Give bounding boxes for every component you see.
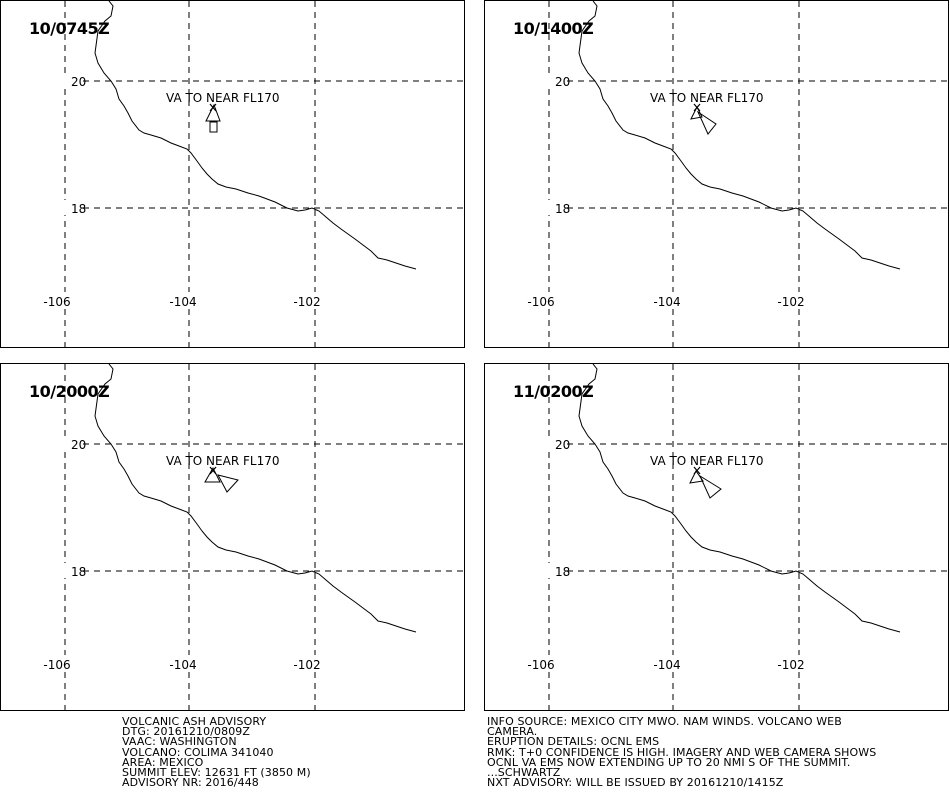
panel-valid-time: 10/2000Z <box>29 382 110 401</box>
longitude-label-bg <box>167 655 211 672</box>
latitude-label-bg <box>63 436 83 451</box>
advisory-line: ERUPTION DETAILS: OCNL EMS <box>487 735 660 749</box>
advisory-line: DTG: 20161210/0809Z <box>122 725 251 739</box>
advisory-line: INFO SOURCE: MEXICO CITY MWO. NAM WINDS.… <box>487 715 842 728</box>
advisory-line: VOLCANIC ASH ADVISORY <box>122 715 267 728</box>
advisory-line: OCNL VA EMS NOW EXTENDING UP TO 20 NMI S… <box>487 755 851 769</box>
advisory-line: ADVISORY NR: 2016/448 <box>122 776 259 790</box>
advisory-line: AREA: MEXICO <box>122 755 204 769</box>
flight-level-label: VA TO NEAR FL170 <box>650 91 763 105</box>
coastline <box>578 364 901 633</box>
forecast-panel-2: 20 18 -106 -104 -102 VA TO NEAR FL170 10/1400Z <box>484 0 949 348</box>
longitude-label: -106 <box>527 658 554 672</box>
longitude-label: -102 <box>293 658 320 672</box>
longitude-label-bg <box>651 292 695 309</box>
latitude-label-bg <box>547 563 567 578</box>
longitude-label: -104 <box>169 295 196 309</box>
latitude-label-bg <box>63 563 83 578</box>
coastline <box>578 1 901 270</box>
longitude-label: -104 <box>653 658 680 672</box>
ash-plume-polygon <box>690 105 703 120</box>
latitude-label: 20 <box>555 438 570 452</box>
latitude-label: 18 <box>555 565 570 579</box>
longitude-label-bg <box>651 655 695 672</box>
latitude-label-bg <box>63 73 83 88</box>
longitude-label: -106 <box>43 658 70 672</box>
panel-valid-time: 11/0200Z <box>513 382 594 401</box>
flight-level-label: VA TO NEAR FL170 <box>166 454 279 468</box>
latitude-label: 18 <box>71 202 86 216</box>
advisory-line: SUMMIT ELEV: 12631 FT (3850 M) <box>122 765 311 779</box>
latitude-label-bg <box>547 436 567 451</box>
longitude-label: -106 <box>527 295 554 309</box>
advisory-line: RMK: T+0 CONFIDENCE IS HIGH. IMAGERY AND… <box>487 745 877 759</box>
longitude-label-bg <box>775 292 819 309</box>
latitude-label: 20 <box>71 75 86 89</box>
longitude-label-bg <box>41 292 85 309</box>
advisory-text-left: VOLCANIC ASH ADVISORY DTG: 20161210/0809Z… <box>122 715 311 790</box>
longitude-label: -104 <box>169 658 196 672</box>
longitude-label-bg <box>291 655 335 672</box>
latitude-label: 18 <box>555 202 570 216</box>
advisory-line: VOLCANO: COLIMA 341040 <box>122 745 274 759</box>
longitude-label: -102 <box>777 658 804 672</box>
map-canvas: 20 18 -106 -104 -102 VA TO NEAR FL170 <box>525 364 948 710</box>
advisory-text-right: INFO SOURCE: MEXICO CITY MWO. NAM WINDS.… <box>487 715 877 790</box>
coastline <box>94 1 417 270</box>
forecast-panel-1: 20 18 -106 -104 -102 VA TO NEAR FL170 10/0745Z <box>0 0 465 348</box>
advisory-line: VAAC: WASHINGTON <box>122 735 237 749</box>
coastline <box>94 364 417 633</box>
longitude-label-bg <box>525 655 569 672</box>
advisory-line: CAMERA. <box>487 725 538 739</box>
ash-plume-polygon <box>217 474 239 493</box>
panel-valid-time: 10/1400Z <box>513 19 594 38</box>
map-canvas: 20 18 -106 -104 -102 VA TO NEAR FL170 <box>41 1 464 347</box>
longitude-label-bg <box>525 292 569 309</box>
latitude-label: 20 <box>555 75 570 89</box>
latitude-label-bg <box>547 200 567 215</box>
longitude-label-bg <box>775 655 819 672</box>
longitude-label: -102 <box>293 295 320 309</box>
longitude-label: -106 <box>43 295 70 309</box>
forecast-panel-4: 20 18 -106 -104 -102 VA TO NEAR FL170 11/0200Z <box>484 363 949 711</box>
map-canvas: 20 18 -106 -104 -102 VA TO NEAR FL170 <box>525 1 948 347</box>
panel-valid-time: 10/0745Z <box>29 19 110 38</box>
longitude-label-bg <box>167 292 211 309</box>
longitude-label: -104 <box>653 295 680 309</box>
advisory-line: ...SCHWARTZ <box>487 765 561 779</box>
latitude-label-bg <box>63 200 83 215</box>
ash-plume-polygon <box>698 474 722 499</box>
latitude-label: 20 <box>71 438 86 452</box>
longitude-label-bg <box>41 655 85 672</box>
latitude-label-bg <box>547 73 567 88</box>
forecast-panel-3: 20 18 -106 -104 -102 VA TO NEAR FL170 10/2000Z <box>0 363 465 711</box>
ash-plume-polygon <box>205 103 221 122</box>
ash-plume-polygon <box>696 110 717 135</box>
flight-level-label: VA TO NEAR FL170 <box>650 454 763 468</box>
latitude-label: 18 <box>71 565 86 579</box>
longitude-label-bg <box>291 292 335 309</box>
ash-plume-polygon <box>204 466 221 483</box>
ash-plume-polygon <box>209 121 218 133</box>
map-canvas: 20 18 -106 -104 -102 VA TO NEAR FL170 <box>41 364 464 710</box>
flight-level-label: VA TO NEAR FL170 <box>166 91 279 105</box>
longitude-label: -102 <box>777 295 804 309</box>
advisory-line: NXT ADVISORY: WILL BE ISSUED BY 20161210… <box>487 776 784 790</box>
